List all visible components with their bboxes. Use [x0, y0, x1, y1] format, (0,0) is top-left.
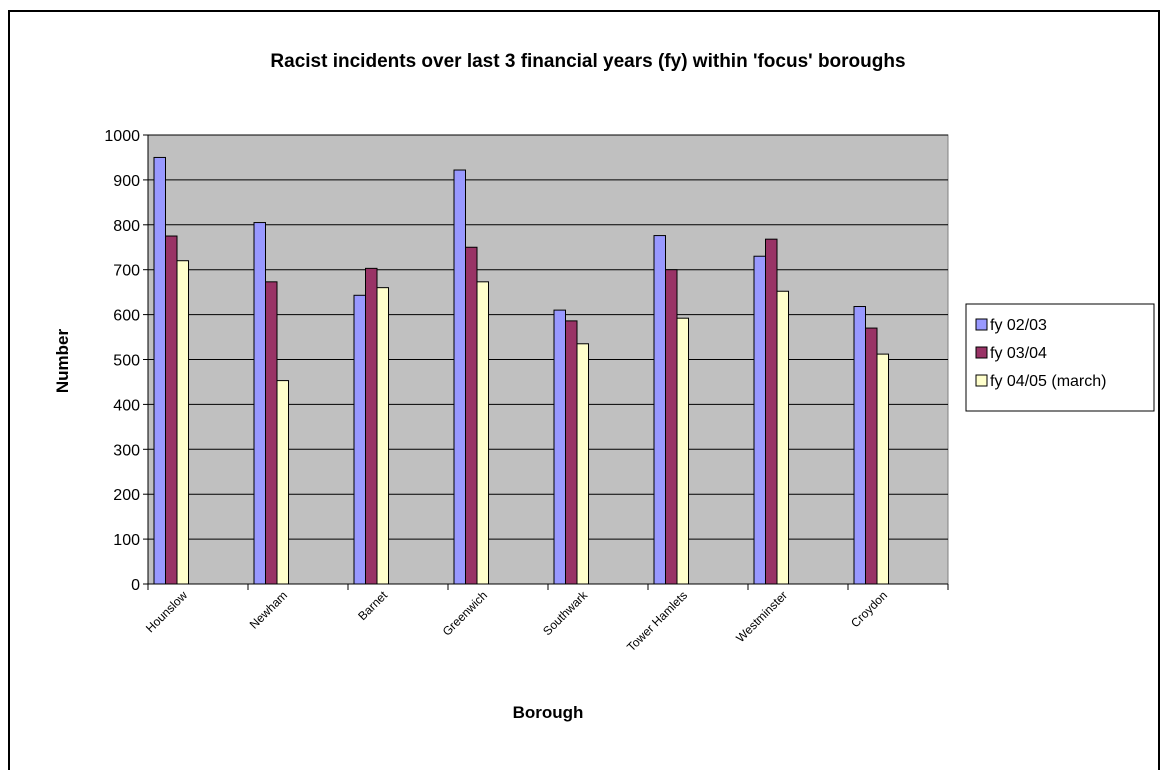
- x-tick-label: Barnet: [355, 588, 390, 623]
- bar-greenwich-3: [476, 281, 489, 585]
- x-tick-label: Croydon: [848, 588, 890, 630]
- x-tick-label: Southwark: [540, 588, 591, 639]
- y-axis-title: Number: [53, 329, 72, 394]
- y-tick-label: 700: [113, 263, 140, 280]
- bar-hounslow-1: [153, 156, 166, 585]
- legend-swatch: [975, 374, 988, 387]
- x-tick-label: Tower Hamlets: [624, 588, 690, 654]
- y-tick-label: 200: [113, 487, 140, 504]
- legend-label: fy 04/05 (march): [990, 373, 1106, 390]
- bar-tower-hamlets-1: [653, 235, 666, 585]
- bar-greenwich-1: [453, 169, 466, 585]
- bar-barnet-3: [376, 287, 389, 585]
- y-tick-label: 500: [113, 353, 140, 370]
- bar-westminster-1: [753, 255, 766, 585]
- bar-croydon-1: [853, 306, 866, 585]
- bar-southwark-3: [576, 343, 589, 585]
- bar-southwark-2: [565, 320, 578, 585]
- bar-westminster-3: [776, 290, 789, 585]
- legend-box: [965, 303, 1155, 412]
- bar-barnet-1: [353, 294, 366, 585]
- y-tick-label: 100: [113, 532, 140, 549]
- bar-newham-2: [265, 281, 278, 585]
- chart-title: Racist incidents over last 3 financial y…: [270, 51, 905, 72]
- y-tick-label: 900: [113, 173, 140, 190]
- y-tick-label: 600: [113, 308, 140, 325]
- legend-label: fy 03/04: [990, 345, 1047, 362]
- x-tick-label: Newham: [247, 588, 290, 631]
- y-tick-label: 1000: [104, 128, 140, 145]
- x-tick-label: Hounslow: [143, 588, 190, 635]
- bar-newham-3: [276, 380, 289, 585]
- legend-label: fy 02/03: [990, 317, 1047, 334]
- bar-tower-hamlets-2: [665, 269, 678, 585]
- bar-hounslow-2: [165, 235, 178, 585]
- y-tick-label: 400: [113, 397, 140, 414]
- y-tick-label: 300: [113, 442, 140, 459]
- bar-croydon-3: [876, 353, 889, 585]
- legend-swatch: [975, 346, 988, 359]
- y-tick-label: 800: [113, 218, 140, 235]
- plot-area: 0 100 200 300 400 500 600 700 800 900 1000 Hounslow…: [104, 128, 949, 654]
- bar-barnet-2: [365, 267, 378, 585]
- bar-southwark-1: [553, 309, 566, 585]
- x-tick-label: Westminster: [733, 588, 790, 645]
- x-axis-title: Borough: [513, 703, 584, 722]
- legend: fy 02/03 fy 03/04 fy 04/05 (march): [965, 303, 1155, 412]
- y-tick-label: 0: [131, 577, 140, 594]
- legend-swatch: [975, 318, 988, 331]
- bar-croydon-2: [865, 327, 878, 585]
- x-tick-label: Greenwich: [440, 588, 490, 638]
- bar-hounslow-3: [176, 260, 189, 585]
- bar-westminster-2: [765, 238, 778, 585]
- bar-greenwich-2: [465, 246, 478, 585]
- bar-newham-1: [253, 222, 266, 585]
- bar-tower-hamlets-3: [676, 317, 689, 585]
- chart-frame: [8, 10, 1160, 770]
